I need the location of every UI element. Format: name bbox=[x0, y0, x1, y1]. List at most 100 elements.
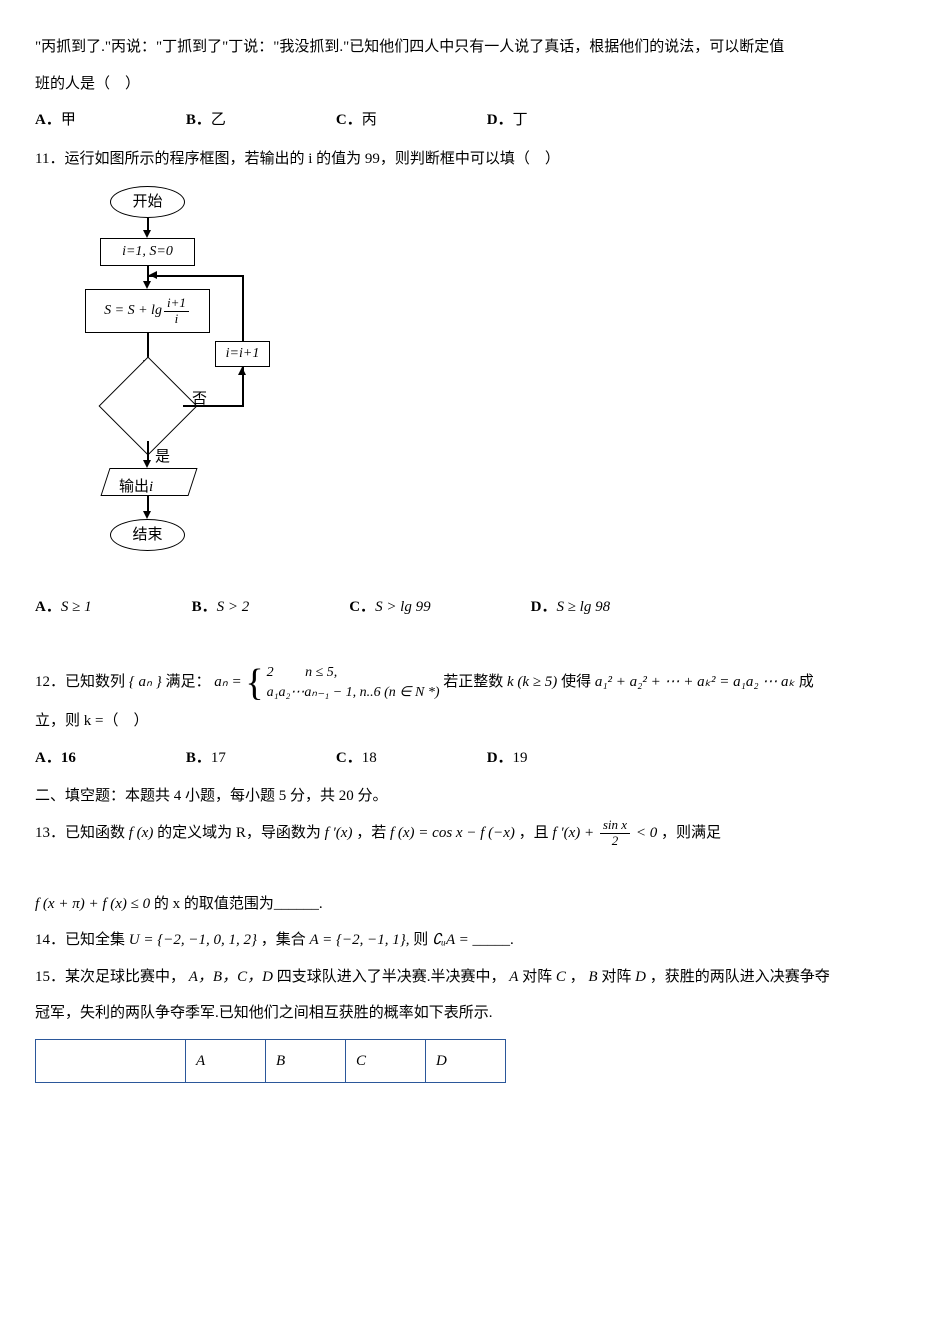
q15-l1c: ， bbox=[570, 969, 585, 985]
q10-d-text: 丁 bbox=[513, 112, 528, 128]
q11-b-text: S > 2 bbox=[217, 599, 250, 615]
brace-icon: { bbox=[245, 664, 263, 702]
q14-line: 14．已知全集 U = {−2, −1, 0, 1, 2} ，集合 A = {−… bbox=[35, 923, 915, 958]
q12-sumexpr: a₁² + a₂² + ⋯ + aₖ² = a₁a₂ ⋯ aₖ bbox=[595, 674, 795, 690]
q12-mid2: 若正整数 bbox=[443, 674, 503, 690]
q12-options: A．16 B．17 C．18 D．19 bbox=[35, 741, 915, 776]
probability-table: A B C D bbox=[35, 1039, 506, 1084]
fc-update-frac: i+1 i bbox=[164, 296, 189, 326]
q11-stem: 11．运行如图所示的程序框图，若输出的 i 的值为 99，则判断框中可以填（ ） bbox=[35, 142, 915, 177]
q15-m1vs: 对阵 bbox=[522, 969, 552, 985]
q12-opt-b: B．17 bbox=[186, 741, 226, 776]
q13-eq2: f ′(x) + sin x 2 < 0 bbox=[552, 825, 661, 841]
q15-l1d: ，获胜的两队进入决赛争夺 bbox=[650, 969, 830, 985]
q10-options: A．甲 B．乙 C．丙 D．丁 bbox=[35, 103, 915, 138]
fc-out-var: i bbox=[149, 479, 153, 495]
fc-loop-h bbox=[187, 275, 243, 277]
q10-opt-c: C．丙 bbox=[336, 103, 377, 138]
th-c: C bbox=[346, 1039, 426, 1083]
q10-opt-d: D．丁 bbox=[487, 103, 528, 138]
q12-case1: 2 n ≤ 5, bbox=[267, 663, 440, 683]
q14-l1a: 14．已知全集 bbox=[35, 932, 125, 948]
q13-l2a: f (x + π) + f (x) ≤ 0 bbox=[35, 896, 150, 912]
q10-c-text: 丙 bbox=[362, 112, 377, 128]
q13-den: 2 bbox=[600, 834, 630, 848]
th-blank bbox=[36, 1039, 186, 1083]
q12-opt-d: D．19 bbox=[487, 741, 528, 776]
q15-l1a: 15．某次足球比赛中， bbox=[35, 969, 185, 985]
fc-no-label: 否 bbox=[192, 382, 207, 417]
q11-c-text: S > lg 99 bbox=[375, 599, 431, 615]
q11-d-text: S ≥ lg 98 bbox=[556, 599, 610, 615]
q15-m2a: B bbox=[588, 969, 597, 985]
q15-line2: 冠军，失利的两队争夺季军.已知他们之间相互获胜的概率如下表所示. bbox=[35, 996, 915, 1031]
q10-opt-b: B．乙 bbox=[186, 103, 226, 138]
q10-a-text: 甲 bbox=[61, 112, 76, 128]
fc-inc: i=i+1 bbox=[215, 341, 270, 367]
q12-c-text: 18 bbox=[362, 750, 377, 766]
fc-out-prefix: 输出 bbox=[119, 479, 149, 495]
q14-l1b: ，集合 bbox=[261, 932, 306, 948]
q15-m2b: D bbox=[635, 969, 646, 985]
q12-opt-c: C．18 bbox=[336, 741, 377, 776]
q15-m1b: C bbox=[556, 969, 566, 985]
q13-eq2-rhs: < 0 bbox=[636, 825, 657, 841]
q12-aneq: aₙ = bbox=[214, 674, 241, 690]
th-b: B bbox=[266, 1039, 346, 1083]
q15-teams: A，B，C，D bbox=[189, 969, 273, 985]
q13-l1c: ，若 bbox=[356, 825, 386, 841]
q11-opt-b: B．S > 2 bbox=[192, 590, 250, 625]
q12-mid4: 成 bbox=[799, 674, 814, 690]
q10-line1: "丙抓到了."丙说："丁抓到了"丁说："我没抓到."已知他们四人中只有一人说了真… bbox=[35, 30, 915, 65]
q13-frac: sin x 2 bbox=[600, 818, 630, 848]
q14-l1c: 则 bbox=[413, 932, 428, 948]
fc-loop-v bbox=[242, 275, 244, 341]
q10-b-text: 乙 bbox=[211, 112, 226, 128]
q11-opt-c: C．S > lg 99 bbox=[349, 590, 430, 625]
q12-mid1: 满足： bbox=[166, 674, 211, 690]
fc-end: 结束 bbox=[110, 519, 185, 551]
q13-l1d: ，且 bbox=[519, 825, 549, 841]
q13-l1a: 13．已知函数 bbox=[35, 825, 125, 841]
fc-ah-4 bbox=[143, 460, 151, 468]
q12-mid3: 使得 bbox=[561, 674, 591, 690]
q15-m1a: A bbox=[509, 969, 518, 985]
fill-header: 二、填空题：本题共 4 小题，每小题 5 分，共 20 分。 bbox=[35, 779, 915, 814]
fc-update-prefix: S = S + lg bbox=[104, 295, 162, 327]
th-d: D bbox=[426, 1039, 506, 1083]
fc-update: S = S + lg i+1 i bbox=[85, 289, 210, 333]
q13-fx: f (x) bbox=[129, 825, 154, 841]
q14-a: A = {−2, −1, 1}, bbox=[309, 932, 409, 948]
fc-ah-left bbox=[149, 271, 157, 279]
q13-l1e: ，则满足 bbox=[661, 825, 721, 841]
table-row: A B C D bbox=[36, 1039, 506, 1083]
q13-line1: 13．已知函数 f (x) 的定义域为 R，导函数为 f ′(x) ，若 f (… bbox=[35, 816, 915, 851]
q11-opt-a: A．S ≥ 1 bbox=[35, 590, 92, 625]
fc-ah-2 bbox=[143, 281, 151, 289]
flowchart: 开始 i=1, S=0 S = S + lg i+1 i i=i+1 否 是 输… bbox=[65, 186, 305, 586]
q15-m2vs: 对阵 bbox=[601, 969, 631, 985]
q12-opt-a: A．16 bbox=[35, 741, 76, 776]
q13-l1b: 的定义域为 R，导函数为 bbox=[157, 825, 321, 841]
q15-line1: 15．某次足球比赛中， A，B，C，D 四支球队进入了半决赛.半决赛中， A 对… bbox=[35, 960, 915, 995]
fc-num: i+1 bbox=[164, 296, 189, 311]
q10-opt-a: A．甲 bbox=[35, 103, 76, 138]
q15-l1b: 四支球队进入了半决赛.半决赛中， bbox=[277, 969, 506, 985]
q12-line1: 12．已知数列 { aₙ } 满足： aₙ = { 2 n ≤ 5, a₁a₂⋯… bbox=[35, 663, 915, 702]
q14-c: ∁ᵤA = bbox=[432, 932, 469, 948]
fc-start: 开始 bbox=[110, 186, 185, 218]
q12-piecewise: { 2 n ≤ 5, a₁a₂⋯aₙ₋₁ − 1, n..6 (n ∈ N *) bbox=[245, 663, 439, 702]
q12-b-text: 17 bbox=[211, 750, 226, 766]
q14-u: U = {−2, −1, 0, 1, 2} bbox=[129, 932, 257, 948]
q10-line2: 班的人是（ ） bbox=[35, 67, 915, 102]
q11-options: A．S ≥ 1 B．S > 2 C．S > lg 99 D．S ≥ lg 98 bbox=[35, 590, 915, 625]
fc-den: i bbox=[164, 312, 189, 326]
q12-cases: 2 n ≤ 5, a₁a₂⋯aₙ₋₁ − 1, n..6 (n ∈ N *) bbox=[267, 663, 440, 702]
q12-line2: 立，则 k =（ ） bbox=[35, 704, 915, 739]
q11-a-text: S ≥ 1 bbox=[61, 599, 92, 615]
q13-l2b: 的 x 的取值范围为______. bbox=[154, 896, 323, 912]
th-a: A bbox=[186, 1039, 266, 1083]
q13-num: sin x bbox=[600, 818, 630, 833]
q14-l1d: _____. bbox=[472, 932, 513, 948]
q12-prefix: 12．已知数列 bbox=[35, 674, 125, 690]
